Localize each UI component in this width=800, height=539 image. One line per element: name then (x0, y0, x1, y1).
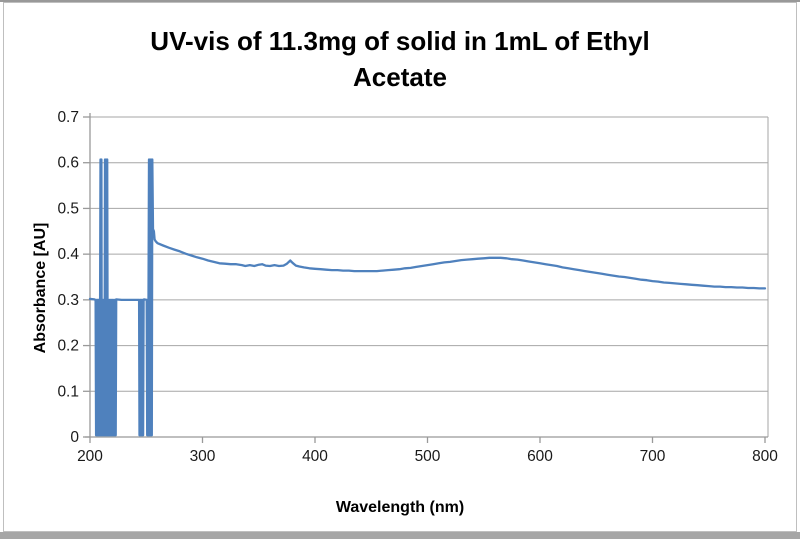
x-tick-label: 300 (190, 448, 216, 465)
chart-title-line-2: Acetate (353, 62, 447, 92)
y-tick-label: 0.2 (57, 338, 79, 355)
x-tick-label: 200 (77, 448, 103, 465)
chart-title: UV-vis of 11.3mg of solid in 1mL of Ethy… (4, 23, 796, 95)
y-tick-label: 0.6 (57, 155, 79, 172)
x-tick-label: 600 (527, 448, 553, 465)
y-tick-label: 0.5 (57, 200, 79, 217)
chart-frame: UV-vis of 11.3mg of solid in 1mL of Ethy… (3, 2, 797, 532)
x-tick-label: 800 (752, 448, 778, 465)
x-tick-label: 400 (302, 448, 328, 465)
x-axis-title: Wavelength (nm) (335, 499, 465, 516)
y-tick-label: 0.7 (57, 109, 79, 126)
x-tick-label: 700 (640, 448, 666, 465)
x-tick-label: 500 (415, 448, 441, 465)
absorbance-curve (88, 158, 767, 437)
chart-title-line-1: UV-vis of 11.3mg of solid in 1mL of Ethy… (150, 26, 650, 56)
y-tick-label: 0.1 (57, 383, 79, 400)
y-tick-label: 0 (70, 429, 79, 446)
window-top-edge (0, 0, 800, 2)
window-bottom-edge (0, 532, 800, 539)
y-tick-label: 0.3 (57, 292, 79, 309)
y-tick-label: 0.4 (57, 246, 79, 263)
